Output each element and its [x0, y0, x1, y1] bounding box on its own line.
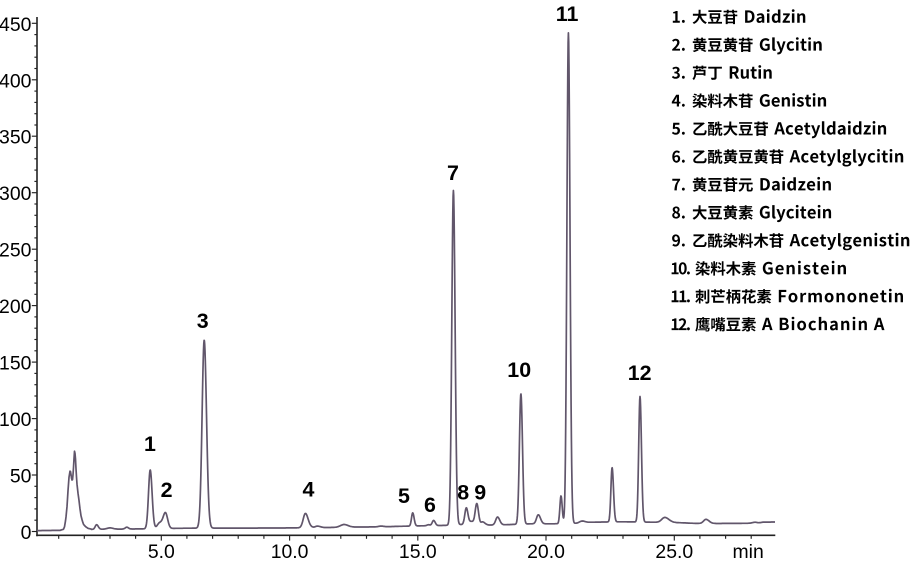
svg-text:25.0: 25.0 — [655, 541, 693, 563]
svg-text:50: 50 — [10, 466, 32, 488]
svg-text:4: 4 — [303, 478, 315, 502]
svg-text:20.0: 20.0 — [527, 541, 565, 563]
svg-text:10: 10 — [507, 358, 531, 382]
svg-text:5: 5 — [398, 484, 410, 508]
svg-text:400: 400 — [0, 70, 32, 92]
svg-text:6: 6 — [424, 493, 436, 517]
svg-text:11: 11 — [556, 2, 579, 26]
svg-text:250: 250 — [0, 240, 32, 262]
svg-text:3: 3 — [197, 309, 209, 333]
svg-text:300: 300 — [0, 183, 32, 205]
svg-text:min: min — [733, 541, 764, 563]
svg-text:200: 200 — [0, 296, 32, 318]
svg-text:7: 7 — [447, 161, 459, 185]
svg-text:10.0: 10.0 — [271, 541, 309, 563]
svg-text:350: 350 — [0, 127, 32, 149]
svg-text:100: 100 — [0, 409, 32, 431]
svg-text:2: 2 — [161, 478, 173, 502]
svg-text:9: 9 — [474, 481, 486, 505]
svg-text:450: 450 — [0, 14, 32, 36]
svg-text:5.0: 5.0 — [148, 541, 175, 563]
svg-text:1: 1 — [144, 432, 156, 456]
svg-text:8: 8 — [457, 481, 469, 505]
svg-text:12: 12 — [628, 361, 652, 385]
svg-text:15.0: 15.0 — [399, 541, 437, 563]
svg-text:0: 0 — [21, 522, 32, 544]
svg-text:150: 150 — [0, 353, 32, 375]
